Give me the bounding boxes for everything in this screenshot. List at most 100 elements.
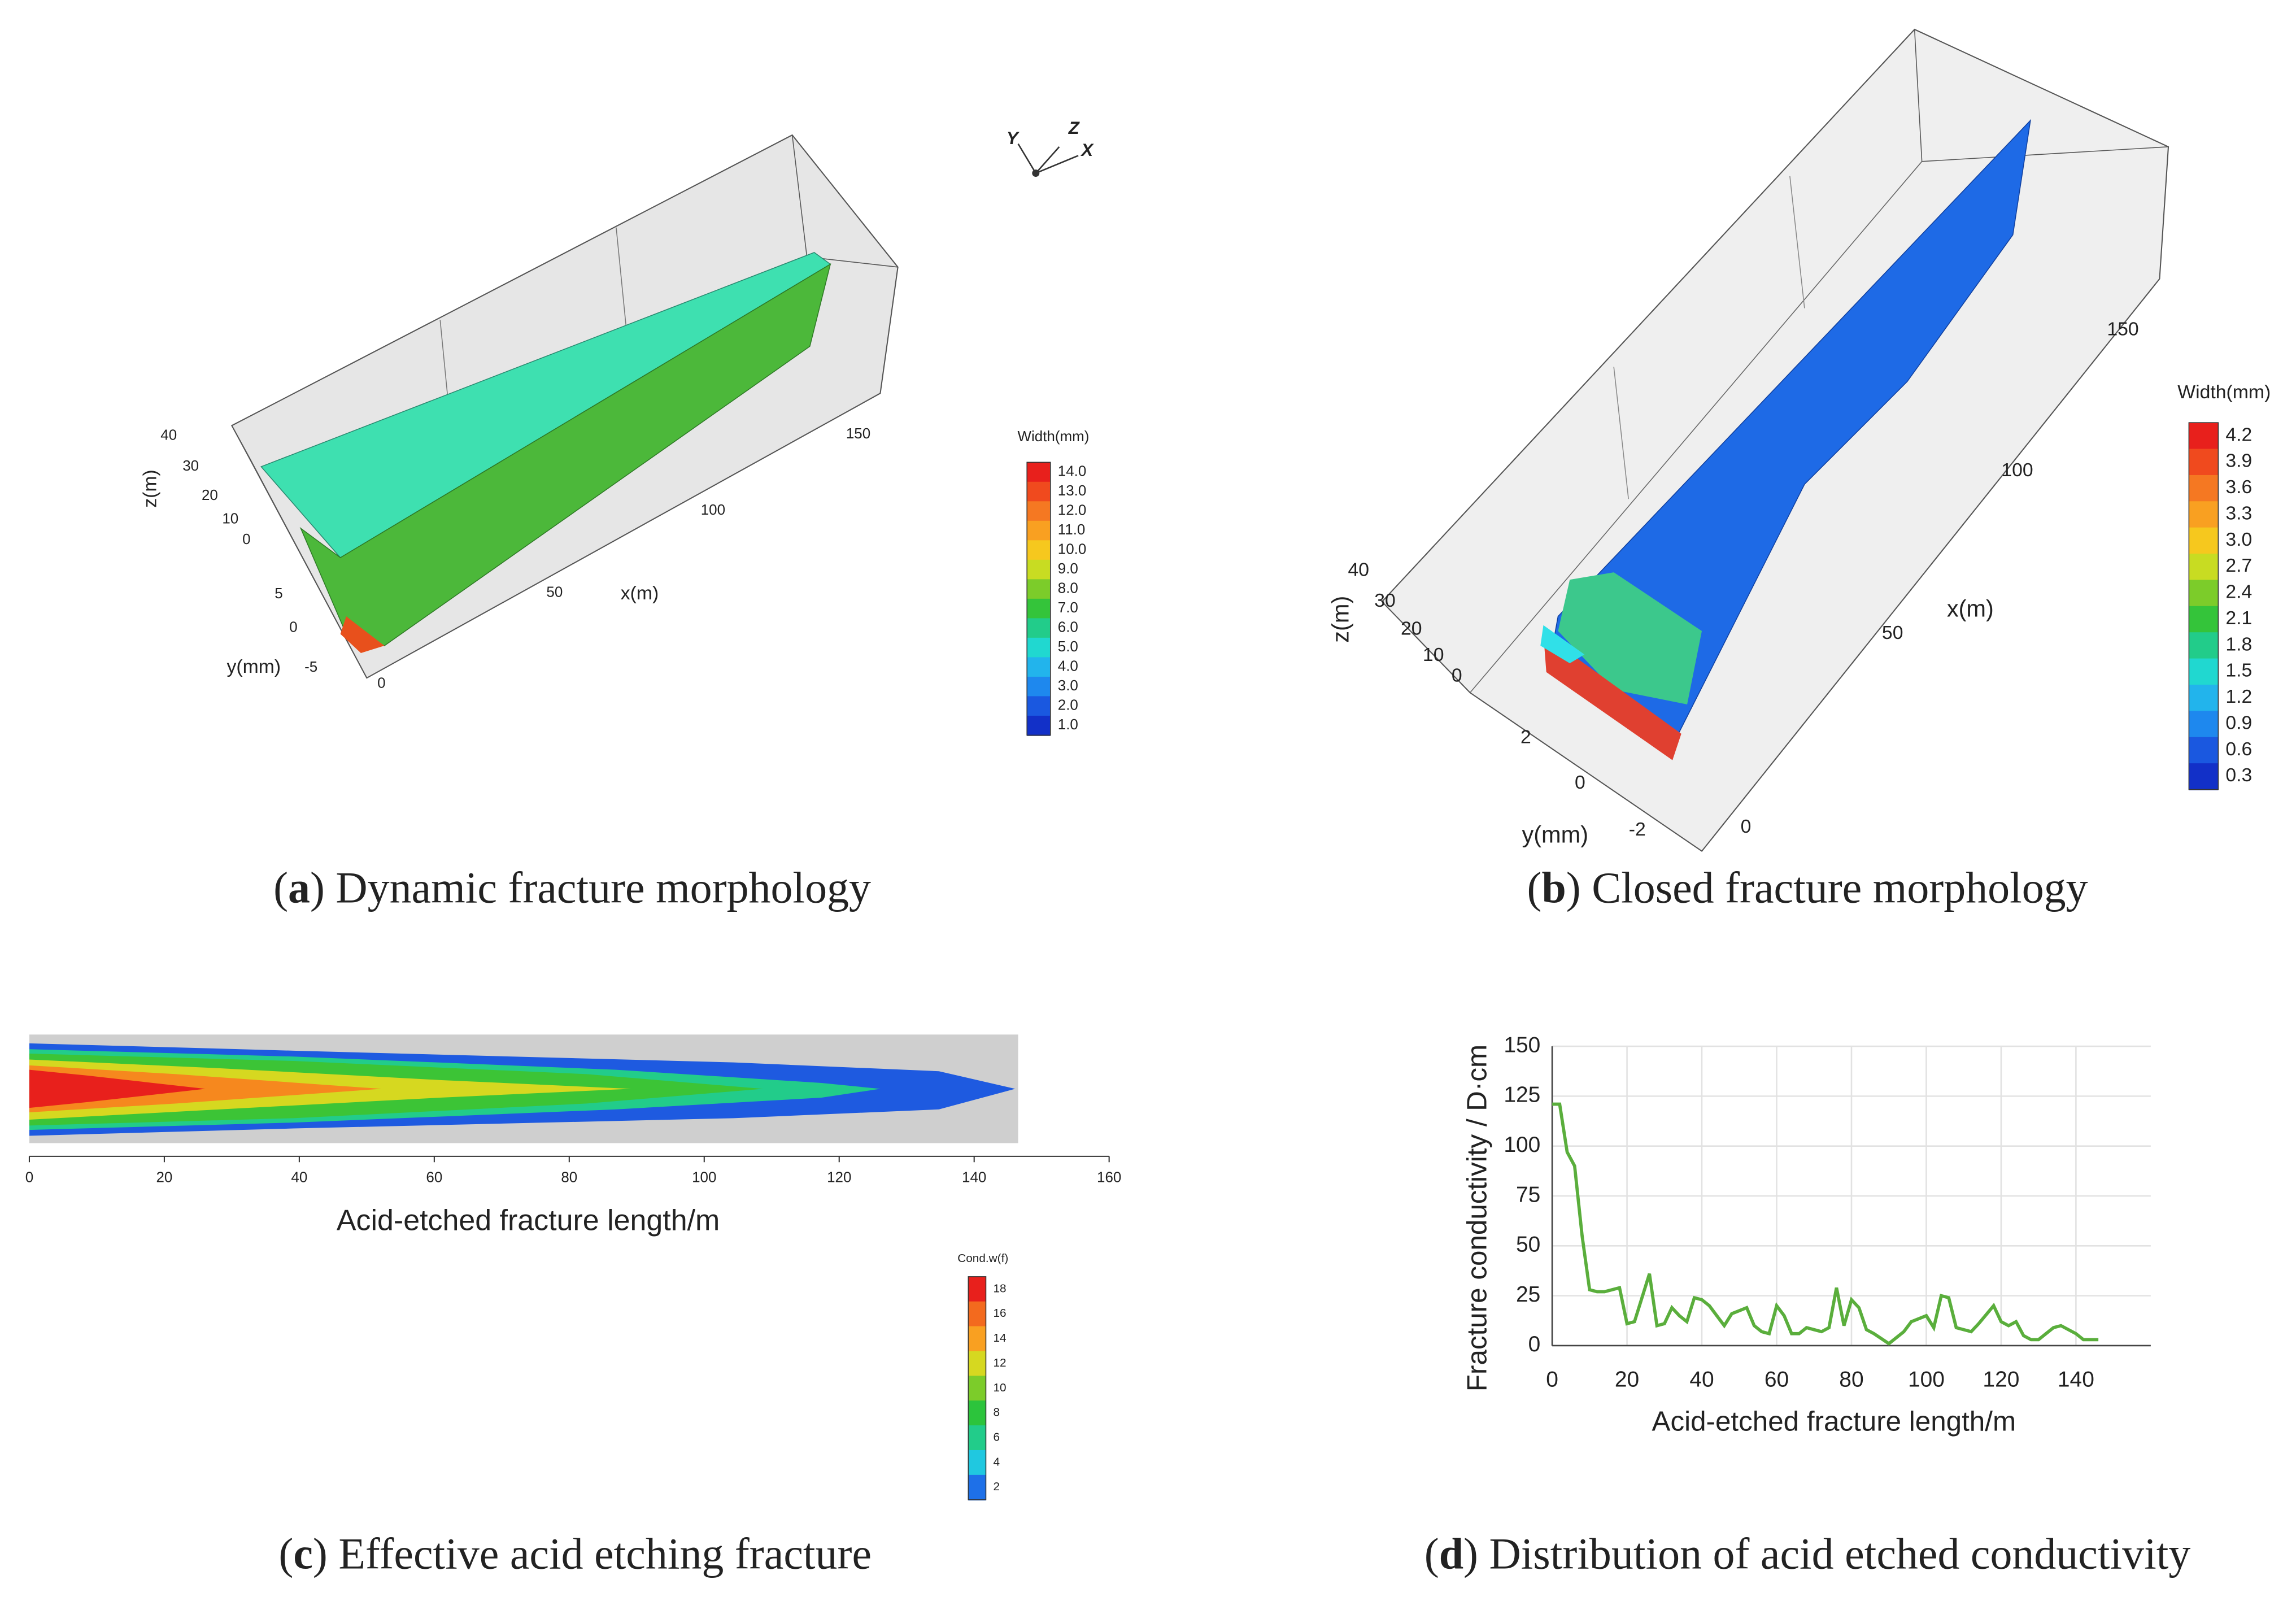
colorbar-tick-label: 3.3 xyxy=(2225,502,2252,524)
y-tick-label: 100 xyxy=(1504,1133,1540,1157)
x-tick-label: 150 xyxy=(846,425,870,442)
z-tick-label: 10 xyxy=(222,510,238,527)
x-tick-label: 100 xyxy=(692,1169,716,1186)
x-tick-label: 140 xyxy=(962,1169,986,1186)
x-tick-label: 20 xyxy=(156,1169,172,1186)
caption: (d) Distribution of acid etched conducti… xyxy=(1424,1529,2191,1578)
y-tick-label: 0 xyxy=(1575,772,1585,793)
colorbar-tick-label: 4 xyxy=(993,1455,1000,1468)
z-axis-label: z(m) xyxy=(139,469,160,507)
caption-letter: b xyxy=(1541,863,1566,912)
colorbar-tick-label: 6 xyxy=(993,1430,1000,1443)
colorbar-tick-label: 3.9 xyxy=(2225,450,2252,472)
colorbar-tick-label: 3.0 xyxy=(2225,529,2252,550)
x-tick-label: 60 xyxy=(1765,1368,1789,1392)
z-axis-label: z(m) xyxy=(1327,596,1354,643)
caption: (c) Effective acid etching fracture xyxy=(278,1529,872,1578)
colorbar-segment xyxy=(2189,501,2219,528)
x-tick-label: 120 xyxy=(827,1169,851,1186)
caption: (b) Closed fracture morphology xyxy=(1527,863,2088,912)
z-tick-label: 20 xyxy=(202,486,218,503)
colorbar-tick-label: 10 xyxy=(993,1381,1006,1394)
x-tick-label: 80 xyxy=(561,1169,577,1186)
x-tick-label: 0 xyxy=(1546,1368,1558,1392)
caption-text: ) Closed fracture morphology xyxy=(1566,863,2088,912)
z-tick-label: 0 xyxy=(1452,664,1462,686)
panel-a-render xyxy=(230,134,1079,679)
x-tick-label: 150 xyxy=(2107,318,2138,340)
panel-b-render xyxy=(1381,28,2169,852)
colorbar-segment xyxy=(1027,520,1051,541)
colorbar-tick-label: 1.5 xyxy=(2225,660,2252,681)
colorbar-segment xyxy=(2189,423,2219,450)
x-tick-label: 50 xyxy=(1882,622,1903,643)
z-tick-label: 30 xyxy=(1374,590,1396,611)
colorbar-segment xyxy=(968,1276,986,1303)
colorbar-segment xyxy=(2189,554,2219,581)
colorbar-tick-label: 0.6 xyxy=(2225,738,2252,760)
colorbar-segment xyxy=(2189,475,2219,502)
y-axis-label: Fracture conductivity / D·cm xyxy=(1461,1045,1492,1391)
colorbar-tick-label: 2.0 xyxy=(1058,697,1078,714)
x-tick-label: 160 xyxy=(1097,1169,1121,1186)
colorbar-tick-label: 10.0 xyxy=(1058,540,1087,557)
colorbar-tick-label: 0.9 xyxy=(2225,712,2252,733)
y-tick-label: 125 xyxy=(1504,1083,1540,1107)
colorbar-segment xyxy=(1027,618,1051,639)
caption-letter: a xyxy=(288,863,310,912)
y-tick-label: 0 xyxy=(1528,1332,1541,1356)
colorbar-tick-label: 3.6 xyxy=(2225,476,2252,498)
colorbar-segment xyxy=(1027,501,1051,522)
colorbar-tick-label: 2.7 xyxy=(2225,555,2252,576)
x-tick-label: 140 xyxy=(2058,1368,2094,1392)
colorbar-tick-label: 12.0 xyxy=(1058,501,1087,518)
dynamic-layer: 05010015050-5403020100x(m)y(mm)z(m)YZXWi… xyxy=(25,118,2271,1578)
colorbar-title: Cond.w(f) xyxy=(957,1252,1008,1265)
caption-open: ( xyxy=(1424,1529,1439,1578)
data-line xyxy=(1552,1102,2099,1346)
orientation-label: Z xyxy=(1068,118,1080,138)
y-axis-label: y(mm) xyxy=(1522,821,1588,848)
x-tick-label: 0 xyxy=(25,1169,33,1186)
z-tick-label: 30 xyxy=(182,457,199,474)
caption: (a) Dynamic fracture morphology xyxy=(273,863,871,912)
panel-c-render xyxy=(29,1034,1018,1143)
caption-letter: d xyxy=(1439,1529,1463,1578)
colorbar-frame xyxy=(1026,462,1051,736)
colorbar-segment xyxy=(1027,715,1051,736)
colorbar-tick-label: 1.2 xyxy=(2225,686,2252,707)
colorbar-segment xyxy=(1027,559,1051,580)
colorbar-segment xyxy=(968,1351,986,1377)
y-axis-label: y(mm) xyxy=(227,656,281,677)
colorbar-segment xyxy=(1027,579,1051,600)
orientation-label: X xyxy=(1080,140,1094,160)
colorbar-segment xyxy=(2189,684,2219,712)
caption-text: ) Dynamic fracture morphology xyxy=(310,863,871,912)
colorbar-segment xyxy=(1027,637,1051,658)
x-tick-label: 40 xyxy=(291,1169,307,1186)
colorbar-segment xyxy=(2189,632,2219,659)
colorbar-frame xyxy=(2188,422,2219,790)
colorbar-tick-label: 5.0 xyxy=(1058,638,1078,655)
colorbar-segment xyxy=(2189,449,2219,476)
colorbar-tick-label: 12 xyxy=(993,1356,1006,1369)
z-tick-label: 40 xyxy=(160,426,177,443)
colorbar-segment xyxy=(968,1474,986,1500)
colorbar-tick-label: 3.0 xyxy=(1058,677,1078,694)
x-tick-label: 100 xyxy=(701,501,725,518)
z-tick-label: 40 xyxy=(1348,559,1369,580)
colorbar-tick-label: 7.0 xyxy=(1058,599,1078,616)
colorbar-segment xyxy=(968,1400,986,1426)
colorbar-segment xyxy=(968,1376,986,1402)
colorbar-tick-label: 14 xyxy=(993,1332,1006,1345)
colorbar-segment xyxy=(1027,540,1051,561)
y-tick-label: 150 xyxy=(1504,1033,1540,1057)
colorbar-segment xyxy=(1027,657,1051,678)
caption-letter: c xyxy=(293,1529,313,1578)
y-tick-label: 5 xyxy=(275,585,282,602)
caption-open: ( xyxy=(273,863,288,912)
caption-text: ) Effective acid etching fracture xyxy=(313,1529,872,1578)
orientation-label: Y xyxy=(1007,128,1020,148)
colorbar-title: Width(mm) xyxy=(1017,428,1089,445)
